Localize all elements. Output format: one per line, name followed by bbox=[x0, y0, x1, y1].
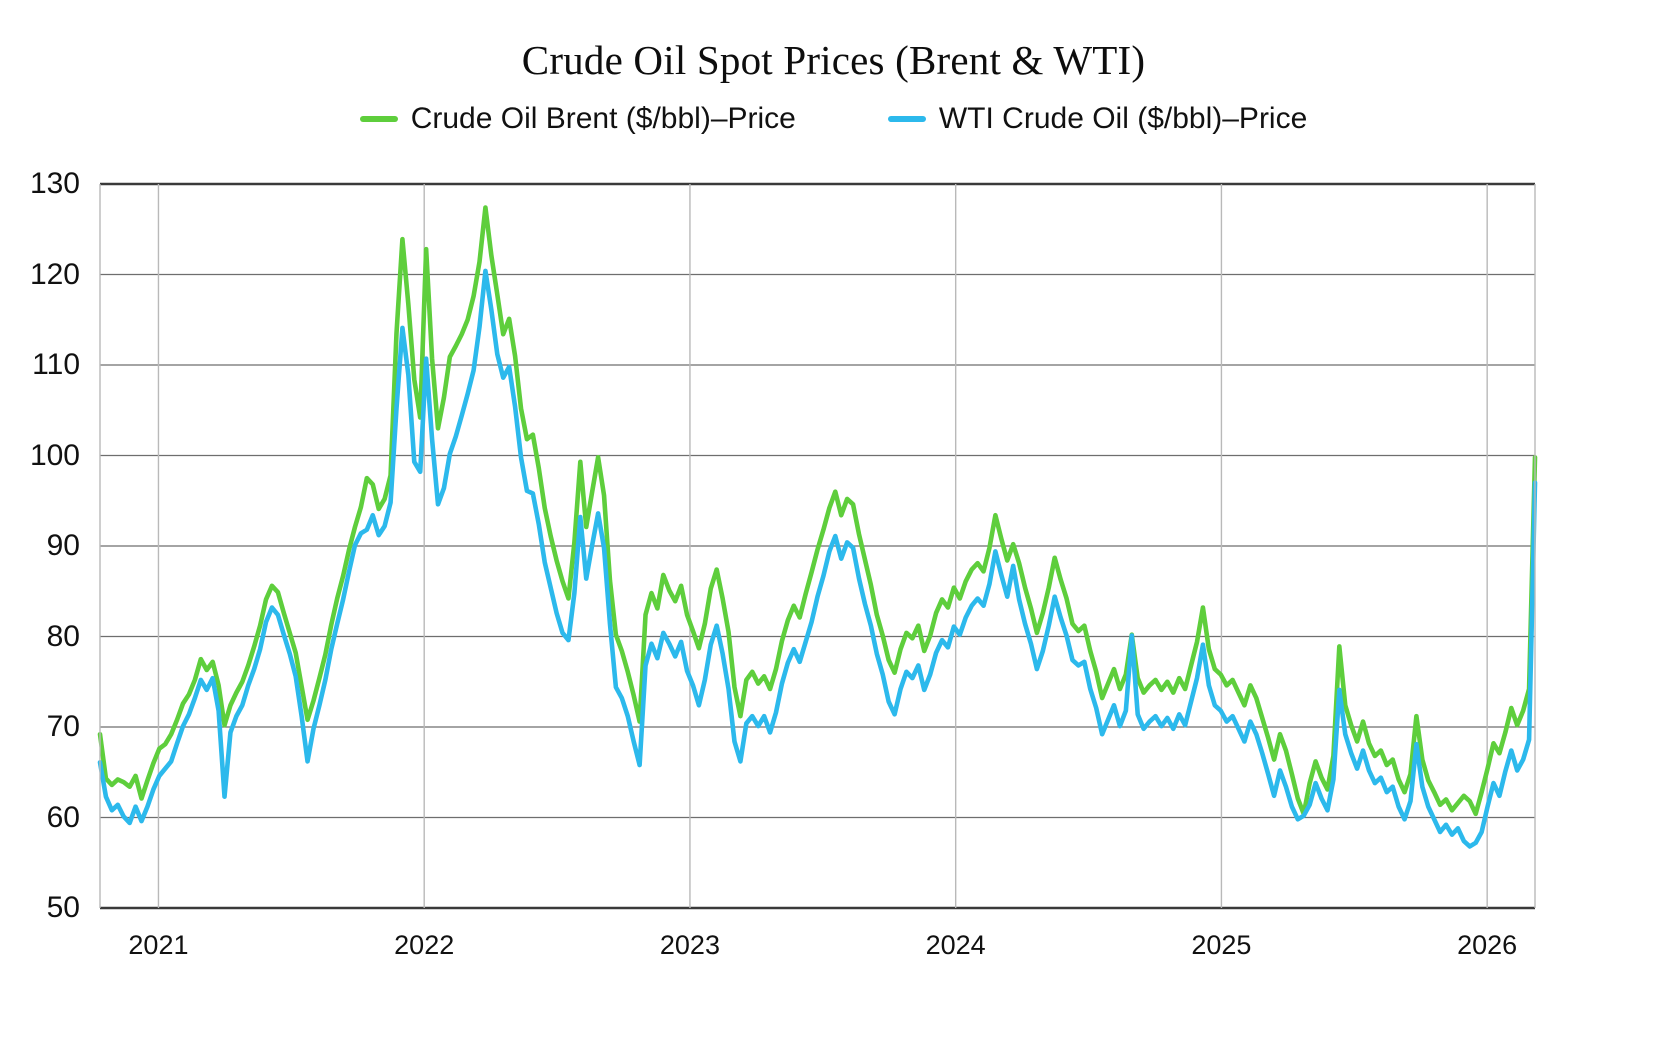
legend-label-brent: Crude Oil Brent ($/bbl)–Price bbox=[410, 102, 796, 135]
y-tick-label-70: 70 bbox=[46, 710, 80, 743]
y-tick-label-100: 100 bbox=[29, 438, 80, 472]
series-line-brent bbox=[97, 205, 1538, 817]
chart-title: Crude Oil Spot Prices (Brent & WTI) bbox=[521, 37, 1146, 83]
y-tick-label-50: 50 bbox=[46, 891, 80, 924]
legend-label-wti: WTI Crude Oil ($/bbl)–Price bbox=[938, 102, 1308, 135]
y-tick-label-110: 110 bbox=[32, 348, 80, 381]
vertical-gridlines bbox=[157, 184, 1488, 908]
chart-legend: Crude Oil Brent ($/bbl)–Price WTI Crude … bbox=[0, 102, 1667, 136]
x-tick-label-2021: 2021 bbox=[128, 930, 189, 960]
y-tick-label-90: 90 bbox=[46, 529, 80, 562]
y-tick-label-60: 60 bbox=[46, 800, 80, 834]
x-tick-label-2022: 2022 bbox=[394, 930, 455, 960]
legend-swatch-wti bbox=[887, 116, 926, 122]
legend-item-brent[interactable]: Crude Oil Brent ($/bbl)–Price bbox=[359, 102, 796, 136]
y-tick-label-80: 80 bbox=[46, 619, 80, 653]
series-lines bbox=[97, 205, 1538, 849]
x-tick-label-2023: 2023 bbox=[659, 930, 720, 960]
legend-item-wti[interactable]: WTI Crude Oil ($/bbl)–Price bbox=[887, 102, 1308, 136]
axis-lines bbox=[99, 184, 1536, 908]
series-line-wti bbox=[97, 268, 1538, 849]
legend-swatch-brent bbox=[359, 116, 398, 122]
y-tick-label-120: 120 bbox=[29, 257, 80, 291]
y-tick-label-130: 130 bbox=[29, 167, 80, 200]
x-tick-label-2024: 2024 bbox=[925, 930, 986, 960]
x-tick-label-2025: 2025 bbox=[1191, 930, 1252, 960]
x-tick-label-2026: 2026 bbox=[1457, 930, 1518, 960]
